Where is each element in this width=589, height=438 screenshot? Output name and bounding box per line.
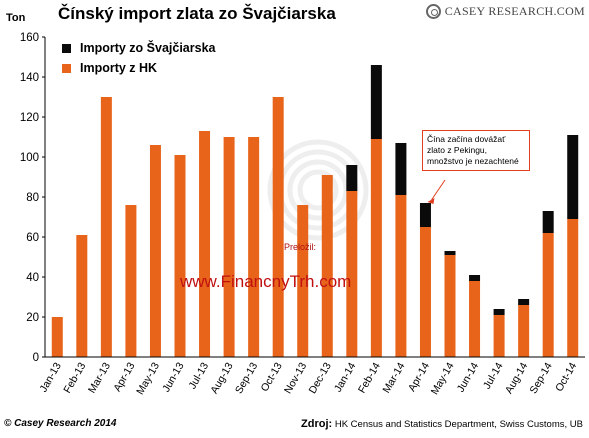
logo-emblem-icon	[425, 4, 441, 19]
y-tick-label: 20	[26, 312, 39, 324]
bar-hk-Mar-14	[395, 195, 407, 357]
x-tick-label: Jul-13	[186, 360, 211, 391]
bar-hk-May-14	[444, 255, 456, 357]
bar-hk-Oct-14	[567, 219, 579, 357]
bar-swiss-May-14	[444, 251, 456, 255]
bar-swiss-Oct-14	[567, 135, 579, 219]
watermark-ring	[267, 139, 369, 241]
x-tick-label: Aug-13	[208, 360, 235, 395]
x-tick-label: Dec-13	[307, 360, 334, 395]
y-tick-label: 100	[20, 152, 39, 164]
copyright: © Casey Research 2014	[4, 418, 117, 429]
x-tick-label: Apr-14	[406, 360, 432, 393]
x-tick-label: Mar-13	[86, 360, 113, 395]
bar-hk-Jun-14	[469, 281, 481, 357]
x-tick-label: Jan-14	[332, 360, 359, 394]
bar-swiss-Apr-14	[419, 203, 431, 227]
watermark-ring	[287, 159, 349, 221]
bar-swiss-Feb-14	[370, 65, 382, 139]
bar-hk-Nov-13	[297, 205, 309, 357]
bar-hk-May-13	[149, 145, 161, 357]
bar-hk-Feb-13	[76, 235, 88, 357]
x-tick-label: Apr-13	[111, 360, 137, 393]
bar-hk-Aug-13	[223, 137, 235, 357]
annotation-arrow-head	[427, 198, 435, 204]
translator-label: Preložil:	[284, 242, 317, 252]
bar-swiss-Jul-14	[493, 309, 505, 315]
legend-label-hk: Importy z HK	[80, 61, 158, 75]
bar-swiss-Sep-14	[542, 211, 554, 233]
legend-swatch-swiss	[62, 43, 71, 53]
bar-hk-Sep-13	[248, 137, 260, 357]
bar-swiss-Jun-14	[469, 275, 481, 281]
bar-hk-Jun-13	[174, 155, 186, 357]
bar-hk-Jul-14	[493, 315, 505, 357]
y-tick-label: 40	[26, 272, 39, 284]
bar-swiss-Jan-14	[346, 165, 358, 191]
x-tick-label: Jan-13	[37, 360, 64, 394]
bar-hk-Mar-13	[100, 97, 112, 357]
bar-hk-Jan-14	[346, 191, 358, 357]
x-tick-label: Aug-14	[503, 360, 530, 395]
bar-hk-Feb-14	[370, 139, 382, 357]
x-tick-label: Feb-13	[61, 360, 88, 395]
bars-group	[51, 65, 579, 357]
bar-hk-Dec-13	[321, 175, 333, 357]
logo-text: Casey Research.com	[444, 4, 585, 18]
y-tick-label: 0	[33, 352, 39, 364]
chart-title: Čínský import zlata zo Švajčiarska	[58, 4, 336, 23]
legend-item-swiss: Importy zo Švajčiarska	[62, 38, 215, 58]
source-text: HK Census and Statistics Department, Swi…	[334, 419, 583, 430]
legend-swatch-hk	[62, 63, 71, 73]
x-tick-label: Jun-14	[455, 360, 482, 394]
annotation-arrow-line	[431, 179, 446, 201]
x-tick-label: Feb-14	[356, 360, 383, 395]
annotation-box: Čína začína dovážať zlato z Pekingu, mno…	[422, 130, 530, 171]
watermark-ring	[297, 169, 339, 211]
x-tick-label: Oct-14	[553, 360, 579, 393]
legend-label-swiss: Importy zo Švajčiarska	[80, 41, 216, 55]
annotation-arrow	[427, 179, 446, 204]
x-tick-label: Jul-14	[481, 360, 506, 391]
bar-hk-Jul-13	[199, 131, 211, 357]
y-tick-label: 140	[20, 72, 39, 84]
bar-hk-Aug-14	[518, 305, 530, 357]
legend: Importy zo Švajčiarska Importy z HK	[62, 38, 215, 78]
x-tick-label: Nov-13	[282, 360, 309, 395]
legend-item-hk: Importy z HK	[62, 58, 215, 78]
x-tick-label: May-14	[429, 360, 457, 396]
y-axis-unit: Ton	[6, 12, 26, 24]
x-tick-label: May-13	[134, 360, 162, 396]
bar-swiss-Aug-14	[518, 299, 530, 305]
bar-hk-Sep-14	[542, 233, 554, 357]
bar-hk-Oct-13	[272, 97, 284, 357]
x-tick-label: Sep-13	[233, 360, 260, 395]
x-tick-label: Jun-13	[160, 360, 187, 394]
y-tick-label: 160	[20, 32, 39, 44]
bar-hk-Apr-14	[419, 227, 431, 357]
y-tick-label: 120	[20, 112, 39, 124]
x-tick-label: Sep-14	[527, 360, 554, 395]
y-tick-label: 80	[26, 192, 39, 204]
x-tick-label: Mar-14	[380, 360, 407, 395]
source-label: Zdroj:	[301, 418, 333, 430]
x-tick-label: Oct-13	[259, 360, 285, 393]
y-tick-labels: 0 20 40 60 80 100 120 140 160	[20, 32, 45, 364]
logo: Casey Research.com	[425, 4, 585, 19]
source: Zdroj: HK Census and Statistics Departme…	[301, 418, 583, 430]
website-watermark[interactable]: www.FinancnyTrh.com	[180, 272, 352, 291]
bar-hk-Apr-13	[125, 205, 137, 357]
y-tick-label: 60	[26, 232, 39, 244]
bar-hk-Jan-13	[51, 317, 63, 357]
bar-swiss-Mar-14	[395, 143, 407, 195]
